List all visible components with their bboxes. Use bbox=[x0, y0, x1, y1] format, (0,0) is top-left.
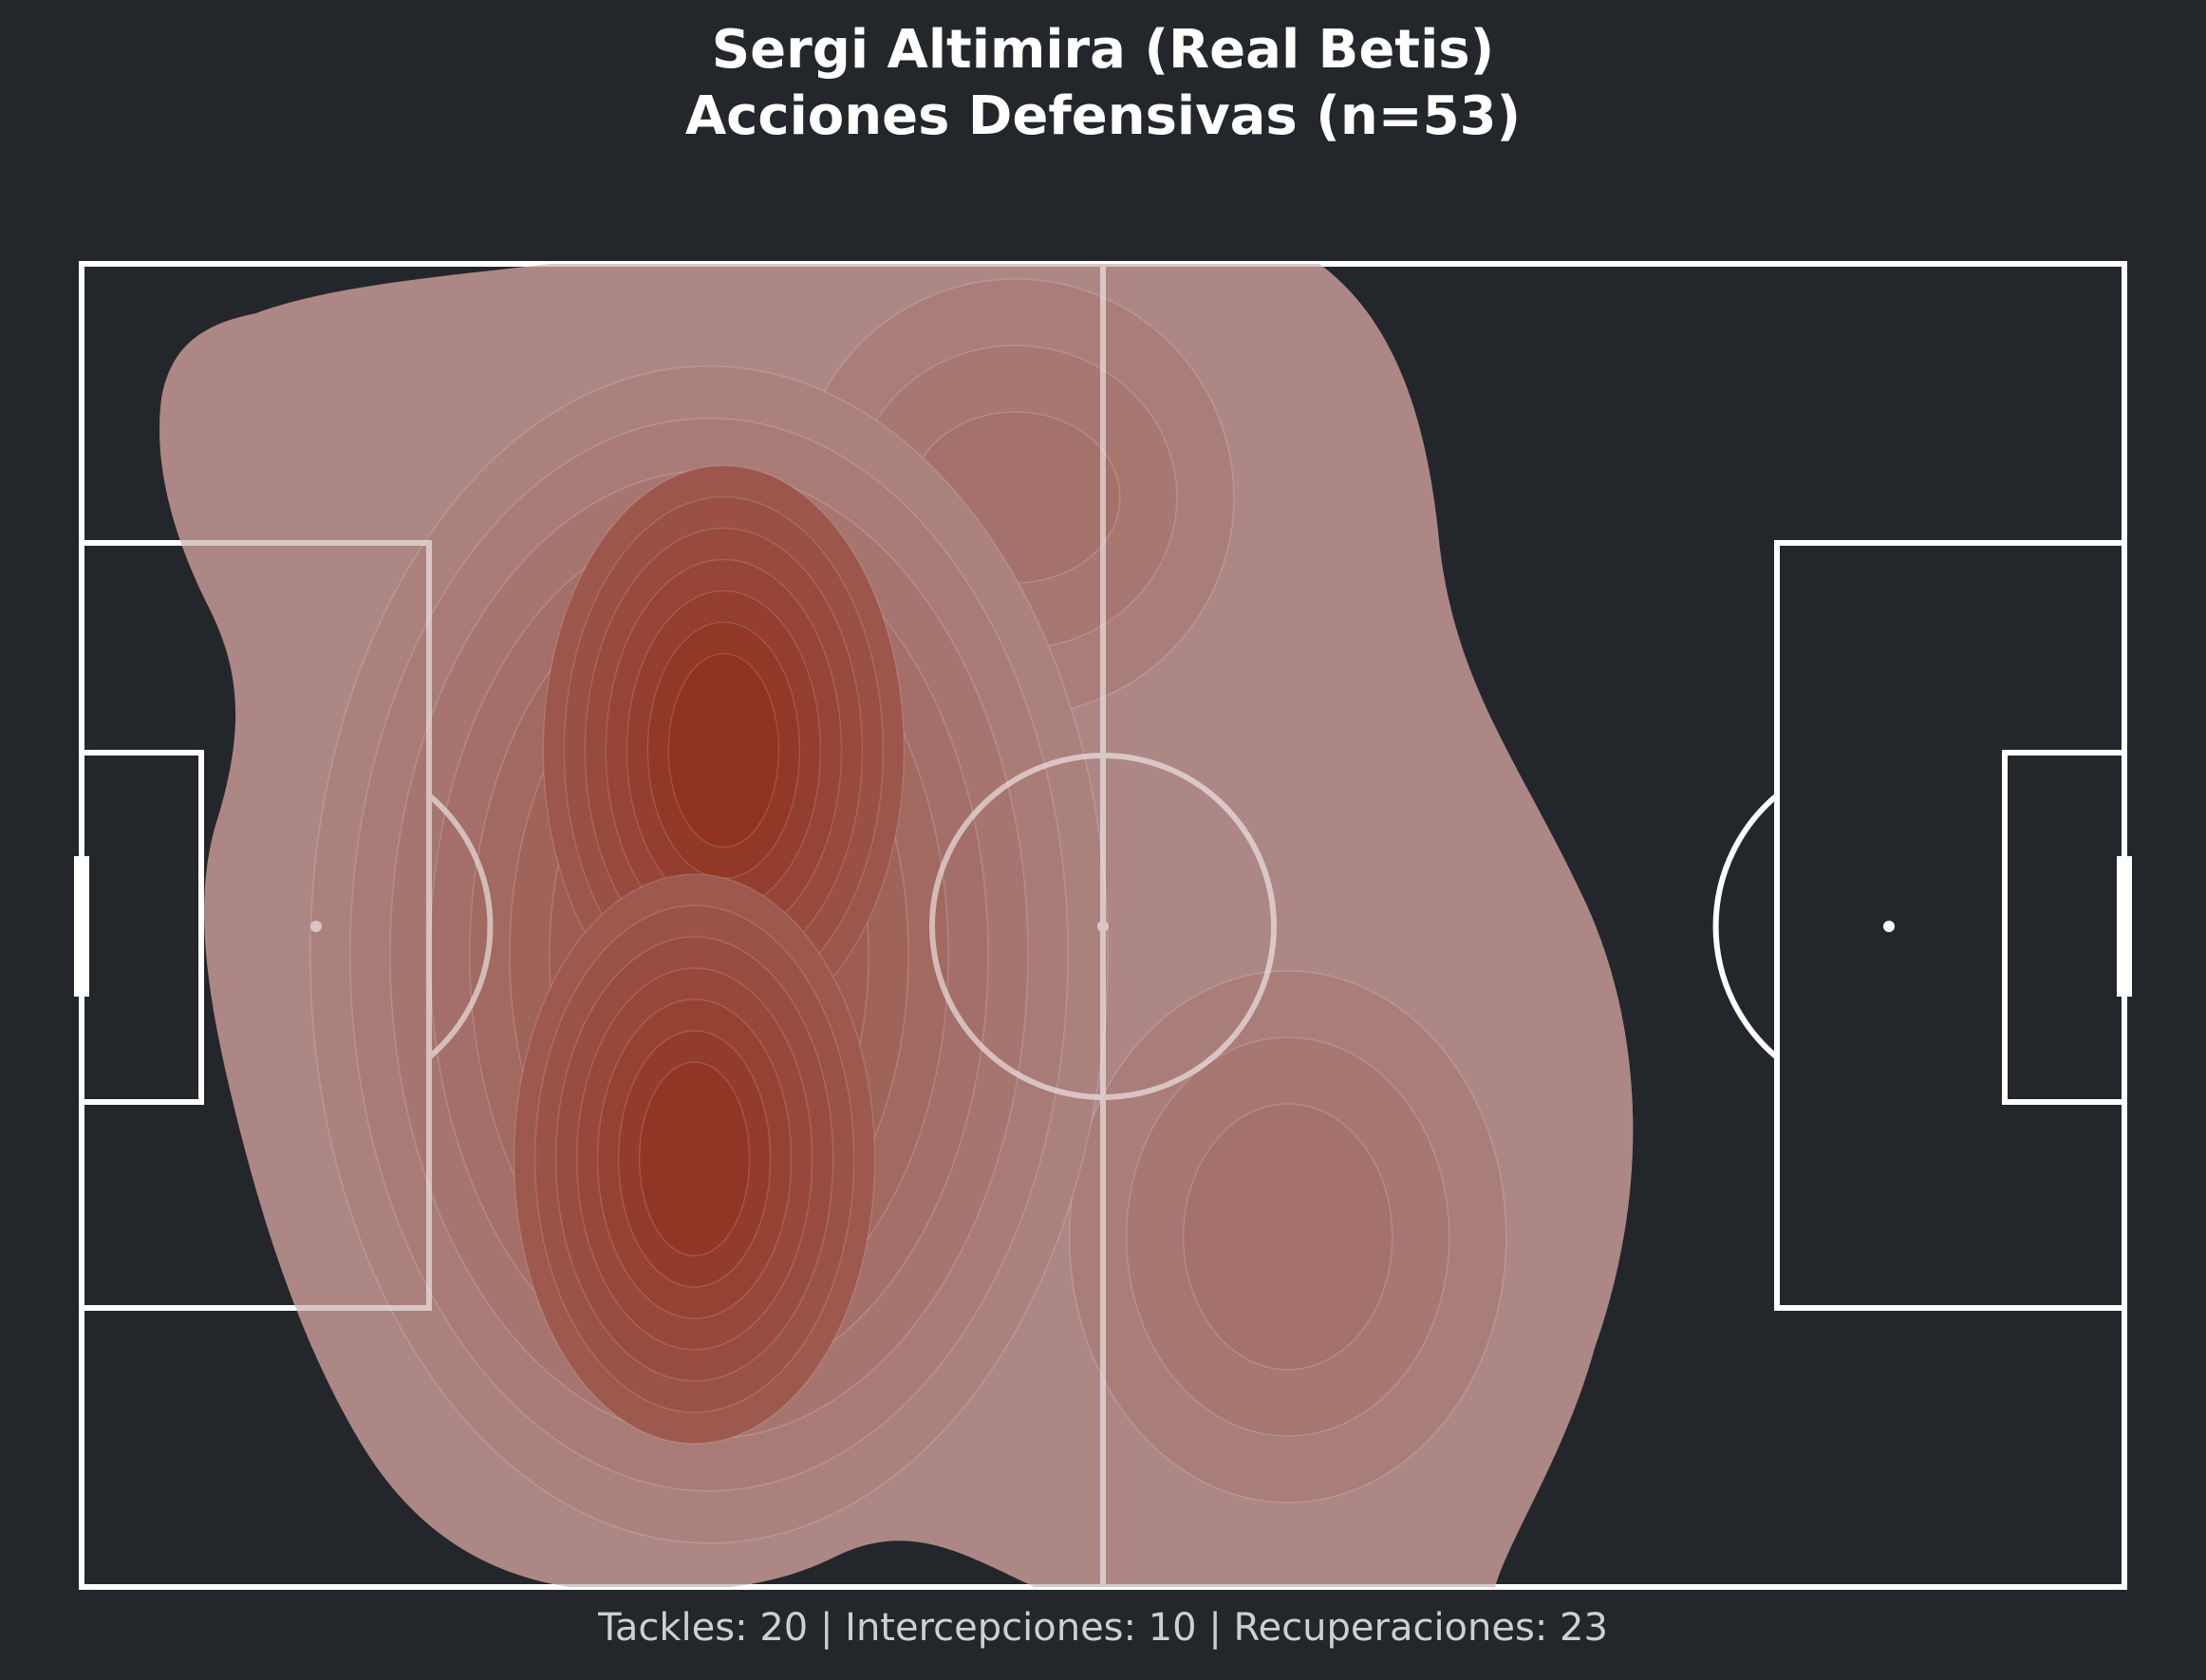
right-goal-area bbox=[2002, 750, 2127, 1105]
separator: | bbox=[1208, 1606, 1222, 1650]
interceptions-label: Intercepciones: bbox=[845, 1606, 1136, 1650]
recoveries-label: Recuperaciones: bbox=[1233, 1606, 1548, 1650]
title-line-subtitle: Acciones Defensivas (n=53) bbox=[684, 85, 1522, 147]
left-goal-area bbox=[79, 750, 204, 1105]
chart-title: Sergi Altimira (Real Betis) Acciones Def… bbox=[0, 17, 2206, 150]
density-line-overlay bbox=[159, 264, 1633, 1590]
summary-footer: Tackles: 20 | Intercepciones: 10 | Recup… bbox=[0, 1604, 2206, 1652]
right-penalty-spot bbox=[1883, 921, 1895, 932]
title-line-player: Sergi Altimira (Real Betis) bbox=[711, 19, 1495, 81]
recoveries-value: 23 bbox=[1560, 1606, 1608, 1650]
separator: | bbox=[819, 1606, 833, 1650]
right-penalty-area bbox=[1774, 540, 2127, 1311]
tackles-label: Tackles: bbox=[598, 1606, 748, 1650]
right-penalty-arc bbox=[1712, 793, 1779, 1060]
interceptions-value: 10 bbox=[1148, 1606, 1197, 1650]
tackles-value: 20 bbox=[759, 1606, 809, 1650]
